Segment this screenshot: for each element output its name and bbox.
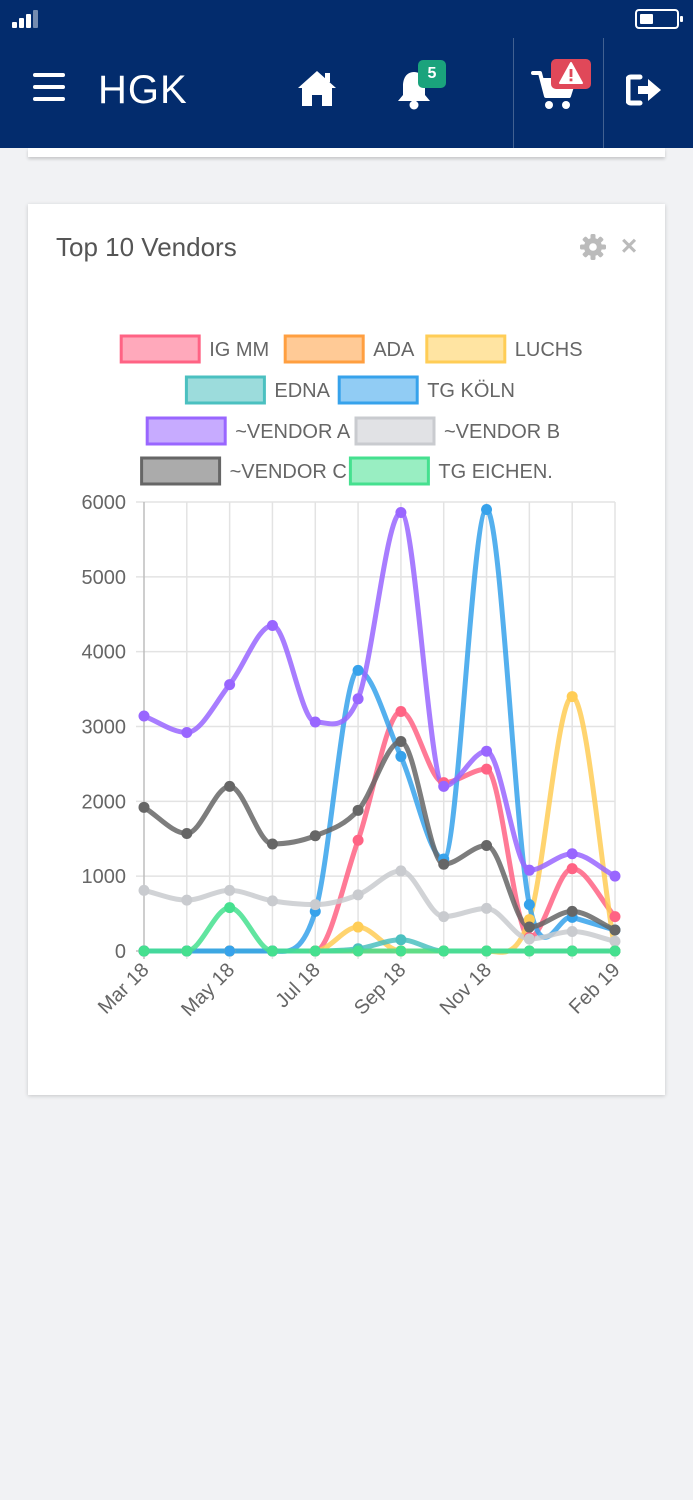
cart-alert-badge	[551, 59, 591, 89]
logout-icon[interactable]	[626, 74, 664, 106]
previous-card	[28, 148, 665, 157]
menu-icon[interactable]	[33, 73, 65, 101]
notification-badge: 5	[418, 60, 446, 88]
close-icon[interactable]: ×	[620, 230, 638, 261]
brand-title[interactable]: HGK	[98, 68, 188, 112]
home-icon[interactable]	[296, 68, 338, 108]
warning-icon	[559, 62, 583, 84]
gear-icon[interactable]	[580, 234, 606, 260]
top-navbar: HGK 5	[0, 38, 693, 148]
card-title: Top 10 Vendors	[56, 232, 237, 262]
navbar-divider	[603, 38, 604, 148]
vendors-card: Top 10 Vendors ×	[28, 204, 665, 1095]
signal-icon	[12, 10, 42, 28]
navbar-divider	[513, 38, 514, 148]
status-bar	[0, 0, 693, 38]
battery-icon	[635, 9, 683, 29]
